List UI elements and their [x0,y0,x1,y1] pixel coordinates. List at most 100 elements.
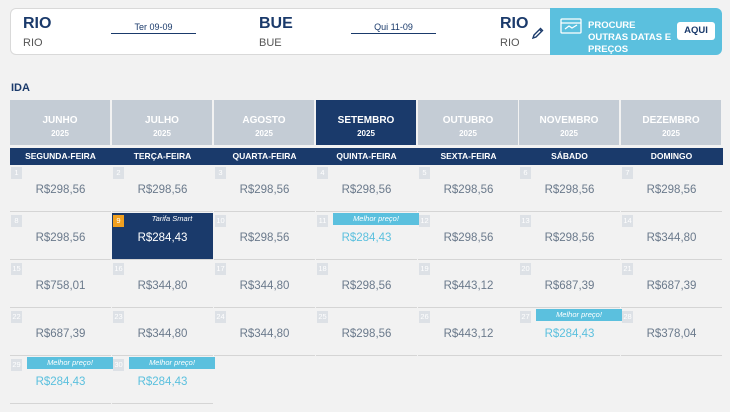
day-cell[interactable]: 27 Melhor preço! R$284,43 [519,309,622,356]
month-tab-setembro[interactable]: SETEMBRO 2025 [316,100,416,145]
day-cell[interactable]: 3 R$298,56 [214,165,315,212]
day-cell[interactable]: 11 Melhor preço! R$284,43 [316,213,419,260]
fare-price: R$284,43 [137,232,188,244]
fare-price: R$298,56 [544,232,595,244]
day-cell[interactable]: 15 R$758,01 [10,261,111,308]
fare-price: R$298,56 [443,232,494,244]
day-cell[interactable]: 7 R$298,56 [621,165,722,212]
day-number: 4 [317,167,328,179]
fare-price: R$298,56 [137,184,188,196]
month-name: SETEMBRO [337,115,395,126]
return-date[interactable]: Qui 11-09 [351,22,436,34]
month-name: OUTUBRO [442,115,494,126]
fare-badge: Melhor preço! [129,357,215,369]
fare-price: R$344,80 [239,328,290,340]
month-tab-outubro[interactable]: OUTUBRO 2025 [418,100,518,145]
day-number: 7 [622,167,633,179]
month-name: JUNHO [42,115,78,126]
day-cell[interactable]: 29 Melhor preço! R$284,43 [10,357,113,404]
day-number: 15 [11,263,22,275]
fare-badge: Melhor preço! [333,213,419,225]
day-cell[interactable]: 14 R$344,80 [621,213,722,260]
day-cell[interactable]: 8 R$298,56 [10,213,111,260]
day-cell[interactable]: 10 R$298,56 [214,213,315,260]
fare-price: R$687,39 [544,280,595,292]
day-number: 18 [317,263,328,275]
weekday-header: SEGUNDA-FEIRA TERÇA-FEIRA QUARTA-FEIRA QUIN… [10,148,723,165]
day-cell[interactable]: 13 R$298,56 [519,213,620,260]
weekday-label: SEGUNDA-FEIRA [25,151,96,161]
day-cell[interactable]: 5 R$298,56 [418,165,519,212]
month-name: DEZEMBRO [642,115,700,126]
day-cell[interactable]: 23 R$344,80 [112,309,213,356]
month-tab-agosto[interactable]: AGOSTO 2025 [214,100,314,145]
month-tab-junho[interactable]: JUNHO 2025 [10,100,110,145]
pencil-icon[interactable] [531,26,545,40]
fare-price: R$284,43 [341,232,392,244]
day-number: 16 [113,263,124,275]
day-cell[interactable]: 12 R$298,56 [418,213,519,260]
day-cell[interactable]: 28 R$378,04 [621,309,722,356]
fare-price: R$687,39 [35,328,86,340]
day-cell[interactable]: 25 R$298,56 [316,309,417,356]
day-number: 19 [419,263,430,275]
destination-name: BUE [259,37,282,49]
day-cell[interactable]: 17 R$344,80 [214,261,315,308]
day-cell[interactable]: 2 R$298,56 [112,165,213,212]
fare-price: R$443,12 [443,280,494,292]
destination-code: BUE [259,15,293,32]
day-cell[interactable]: 22 R$687,39 [10,309,111,356]
month-name: NOVEMBRO [539,115,599,126]
day-cell[interactable]: 19 R$443,12 [418,261,519,308]
fare-price: R$298,56 [544,184,595,196]
day-cell[interactable]: 20 R$687,39 [519,261,620,308]
fare-price: R$298,56 [35,232,86,244]
day-number: 13 [520,215,531,227]
month-tab-novembro[interactable]: NOVEMBRO 2025 [519,100,619,145]
section-title: IDA [11,82,30,94]
day-number: 8 [11,215,22,227]
month-year: 2025 [459,129,477,138]
calendar-search-icon [560,18,582,34]
day-number: 5 [419,167,430,179]
fare-price: R$344,80 [137,328,188,340]
day-number: 9 [113,215,124,227]
day-number: 12 [419,215,430,227]
day-cell[interactable]: 30 Melhor preço! R$284,43 [112,357,215,404]
fare-price: R$284,43 [544,328,595,340]
search-other-dates-banner[interactable]: PROCURE OUTRAS DATAS E PREÇOS AQUI [550,8,722,55]
departure-date[interactable]: Ter 09-09 [111,22,196,34]
weekday-label: SEXTA-FEIRA [440,151,497,161]
month-tab-julho[interactable]: JULHO 2025 [112,100,212,145]
fare-price: R$298,56 [443,184,494,196]
day-cell[interactable]: 4 R$298,56 [316,165,417,212]
day-cell[interactable]: 18 R$298,56 [316,261,417,308]
month-name: AGOSTO [242,115,286,126]
origin-city: RIO RIO [23,15,51,49]
month-year: 2025 [255,129,273,138]
day-number: 2 [113,167,124,179]
day-cell[interactable]: 21 R$687,39 [621,261,722,308]
fare-price: R$298,56 [341,280,392,292]
day-number: 22 [11,311,22,323]
weekday-label: QUINTA-FEIRA [336,151,397,161]
day-cell[interactable]: 24 R$344,80 [214,309,315,356]
destination-city: BUE BUE [259,15,293,49]
fare-price: R$298,56 [239,232,290,244]
fare-price: R$443,12 [443,328,494,340]
month-tab-dezembro[interactable]: DEZEMBRO 2025 [621,100,721,145]
fare-price: R$687,39 [646,280,697,292]
day-cell[interactable]: 1 R$298,56 [10,165,111,212]
day-cell[interactable]: 26 R$443,12 [418,309,519,356]
day-number: 29 [11,359,22,371]
day-number: 17 [215,263,226,275]
day-cell[interactable]: 16 R$344,80 [112,261,213,308]
fare-calendar: 1 R$298,56 2 R$298,56 3 R$298,56 4 R$298,56 5 R$2… [10,165,723,405]
day-number: 6 [520,167,531,179]
month-year: 2025 [560,129,578,138]
day-cell-selected[interactable]: 9 Tarifa Smart R$284,43 [112,213,213,260]
day-cell[interactable]: 6 R$298,56 [519,165,620,212]
day-number: 24 [215,311,226,323]
aqui-button[interactable]: AQUI [677,22,715,40]
fare-price: R$344,80 [239,280,290,292]
